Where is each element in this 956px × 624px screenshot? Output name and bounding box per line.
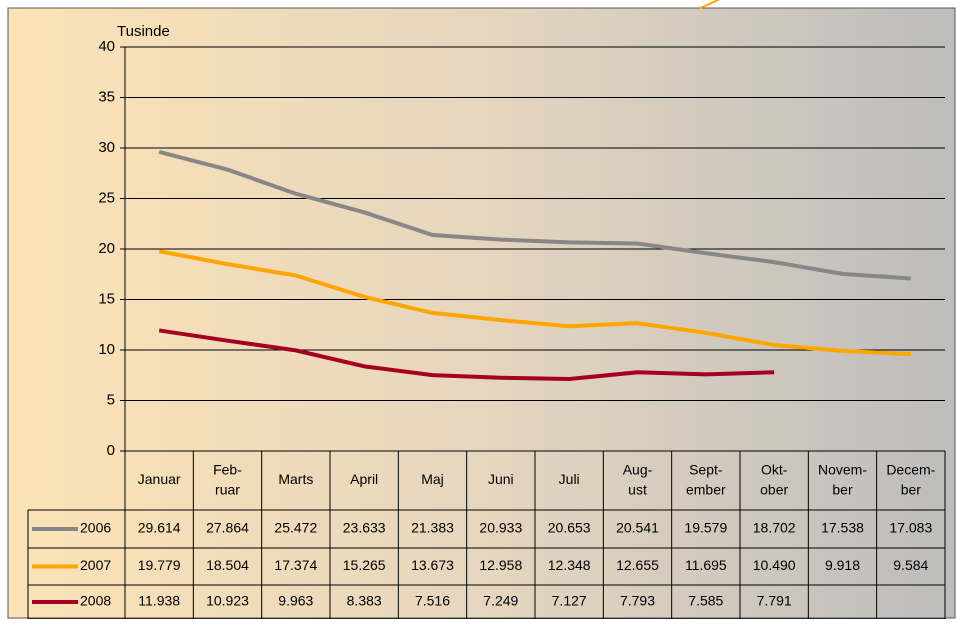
data-label: 11.695 [685,557,727,573]
data-label: 12.348 [548,557,591,573]
data-label: 10.490 [753,557,796,573]
data-label: 19.579 [684,520,727,536]
data-label: 23.633 [343,520,386,536]
data-label: 8.383 [347,593,382,609]
data-label: 7.585 [688,593,723,609]
y-tick-label: 0 [107,442,115,459]
y-axis-label: Tusinde [117,23,170,40]
data-label: 15.265 [343,557,386,573]
data-label: 7.127 [552,593,587,609]
series-line [158,328,775,382]
data-label: 20.653 [548,520,591,536]
x-tick-label: Marts [278,471,313,487]
x-tick-label: Aug-ust [623,461,653,497]
x-tick-label: Juli [559,471,580,487]
x-tick-label: Juni [488,471,514,487]
data-label: 13.673 [411,557,454,573]
y-tick-label: 15 [98,290,115,307]
data-label: 7.249 [483,593,518,609]
data-label: 18.504 [206,557,249,573]
data-label: 12.655 [616,557,659,573]
data-label: 27.864 [206,520,249,536]
y-tick-label: 25 [98,189,115,206]
decoration [699,0,720,9]
y-tick-label: 40 [98,38,115,55]
y-tick-label: 10 [98,341,115,358]
y-tick-label: 20 [98,240,115,257]
legend-label: 2006 [80,520,111,536]
series-line [158,249,911,357]
data-label: 7.516 [415,593,450,609]
data-label: 11.938 [138,593,180,609]
legend-label: 2007 [80,557,111,573]
x-tick-label: Decem-ber [886,461,935,497]
series-line [158,149,911,281]
x-tick-label: Maj [421,471,444,487]
x-tick-label: Sept-ember [686,461,726,497]
y-tick-label: 30 [98,139,115,156]
data-label: 17.083 [889,520,932,536]
data-label: 7.793 [620,593,655,609]
y-tick-label: 35 [98,88,115,105]
data-label: 25.472 [274,520,317,536]
data-label: 17.538 [821,520,864,536]
data-label: 21.383 [411,520,454,536]
data-label: 19.779 [138,557,181,573]
x-tick-label: April [350,471,378,487]
data-label: 7.791 [757,593,792,609]
x-tick-label: Okt-ober [760,461,788,497]
y-tick-label: 5 [107,391,115,408]
data-label: 10.923 [206,593,249,609]
data-label: 20.933 [479,520,522,536]
data-label: 29.614 [138,520,181,536]
data-label: 9.918 [825,557,860,573]
x-tick-label: Feb-ruar [213,461,242,497]
chart-background [7,7,956,619]
x-tick-label: Novem-ber [818,461,867,497]
data-label: 9.963 [278,593,313,609]
data-label: 9.584 [893,557,928,573]
data-label: 12.958 [479,557,522,573]
legend-label: 2008 [80,593,111,609]
data-label: 18.702 [753,520,796,536]
data-label: 17.374 [274,557,317,573]
x-tick-label: Januar [138,471,181,487]
data-label: 20.541 [616,520,659,536]
